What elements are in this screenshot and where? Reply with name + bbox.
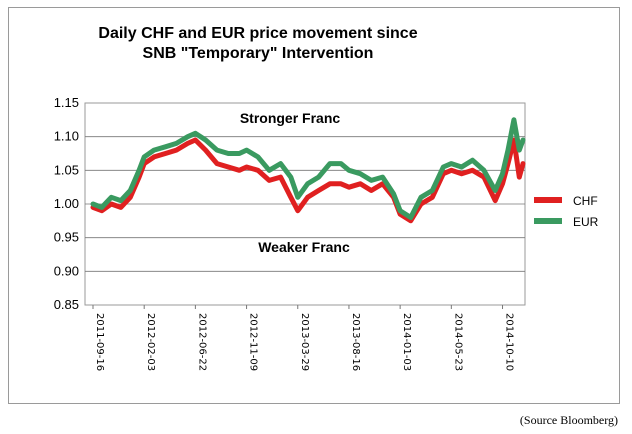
y-tick-label: 1.00: [54, 196, 79, 211]
y-tick-label: 1.10: [54, 129, 79, 144]
x-tick-label: 2014-10-10: [504, 313, 515, 371]
series-line-chf: [90, 137, 526, 224]
legend-swatch-eur: [534, 218, 562, 224]
chart-title-line-1: Daily CHF and EUR price movement since: [98, 25, 417, 42]
y-tick-label: 0.85: [54, 297, 79, 312]
series-lines: [90, 117, 526, 224]
x-tick-label: 2013-08-16: [350, 313, 361, 371]
y-axis-ticks: 1.15 1.10 1.05 1.00 0.95 0.90 0.85: [54, 95, 79, 312]
legend-label-eur: EUR: [573, 215, 599, 229]
x-tick-label: 2014-01-03: [401, 313, 412, 371]
x-tick-label: 2012-06-22: [196, 313, 207, 371]
x-axis-ticks: 2011-09-16 2012-02-03 2012-06-22 2012-11-09…: [92, 305, 515, 371]
legend-label-chf: CHF: [573, 194, 598, 208]
x-tick-label: 2012-11-09: [248, 313, 259, 371]
chart-title-line-2: SNB "Temporary" Intervention: [143, 45, 374, 62]
x-tick-label: 2014-05-23: [452, 313, 463, 371]
y-tick-label: 0.95: [54, 230, 79, 245]
x-tick-label: 2011-09-16: [94, 313, 105, 371]
x-tick-label: 2013-03-29: [299, 313, 310, 371]
legend: CHF EUR: [534, 194, 599, 229]
annotation-weaker-franc: Weaker Franc: [258, 239, 350, 255]
y-tick-label: 0.90: [54, 263, 79, 278]
legend-swatch-chf: [534, 197, 562, 203]
x-tick-label: 2012-02-03: [145, 313, 156, 371]
y-tick-label: 1.05: [54, 162, 79, 177]
series-line-eur: [90, 117, 526, 220]
y-tick-label: 1.15: [54, 95, 79, 110]
source-note: (Source Bloomberg): [519, 413, 618, 427]
annotation-stronger-franc: Stronger Franc: [240, 110, 341, 126]
